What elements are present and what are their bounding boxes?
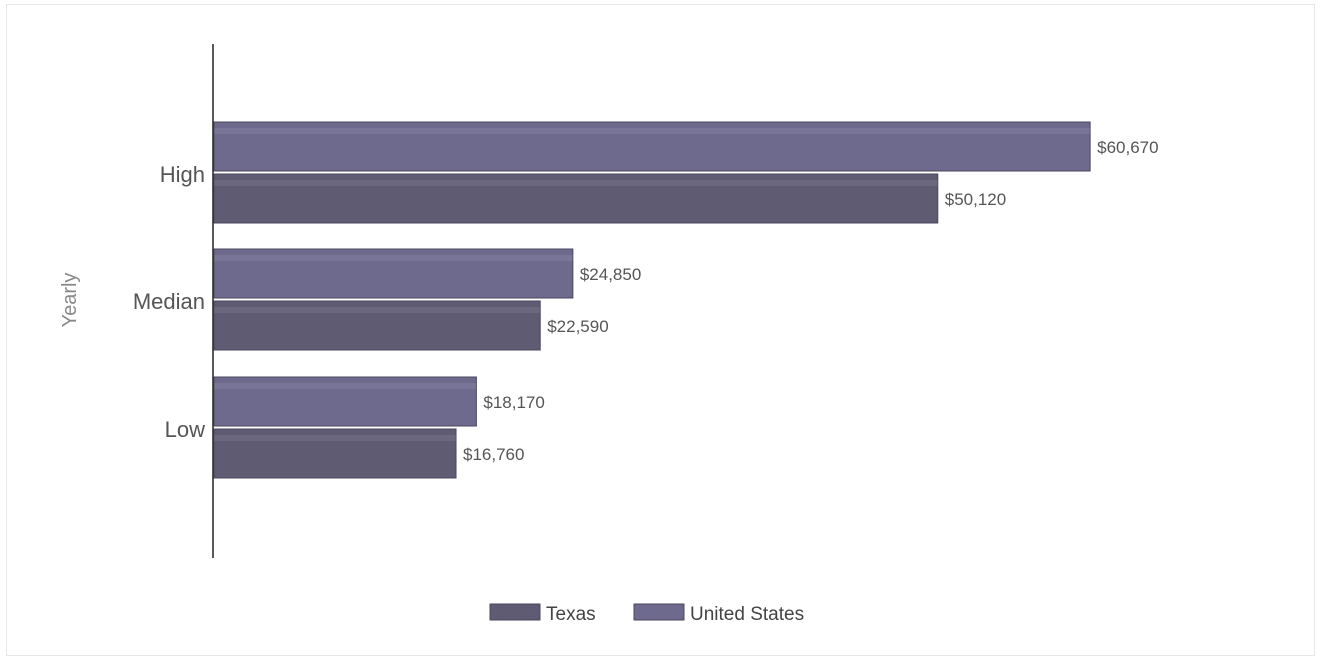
value-label-united-states-high: $60,670 bbox=[1097, 138, 1158, 157]
value-label-texas-median: $22,590 bbox=[547, 317, 608, 336]
bar-united-states-high bbox=[213, 121, 1091, 172]
legend: Texas United States bbox=[489, 603, 804, 625]
value-label-united-states-median: $24,850 bbox=[580, 265, 641, 284]
legend-swatch-texas bbox=[489, 603, 541, 621]
legend-label-texas: Texas bbox=[546, 604, 596, 625]
bar-highlight-texas-low bbox=[214, 435, 457, 441]
value-label-united-states-low: $18,170 bbox=[483, 393, 544, 412]
category-label-median: Median bbox=[133, 289, 205, 314]
bar-highlight-united-states-high bbox=[214, 128, 1091, 134]
bar-highlight-texas-high bbox=[214, 180, 938, 186]
bar-highlight-texas-median bbox=[214, 307, 541, 313]
y-axis-title: Yearly bbox=[59, 273, 81, 328]
legend-label-united-states: United States bbox=[690, 604, 804, 625]
bar-united-states-low bbox=[213, 376, 477, 427]
bar-texas-low bbox=[213, 428, 457, 479]
bars-layer: High $60,670 $50,120 Median $24,850 $22,590 Lo… bbox=[133, 121, 1159, 479]
category-label-low: Low bbox=[165, 417, 205, 442]
legend-swatch-united-states bbox=[633, 603, 685, 621]
value-label-texas-low: $16,760 bbox=[463, 445, 524, 464]
bar-texas-median bbox=[213, 300, 541, 351]
bar-united-states-median bbox=[213, 248, 574, 299]
bar-texas-high bbox=[213, 173, 939, 224]
bar-highlight-united-states-median bbox=[214, 255, 573, 261]
category-label-high: High bbox=[160, 162, 205, 187]
value-label-texas-high: $50,120 bbox=[945, 190, 1006, 209]
bar-highlight-united-states-low bbox=[214, 383, 477, 389]
